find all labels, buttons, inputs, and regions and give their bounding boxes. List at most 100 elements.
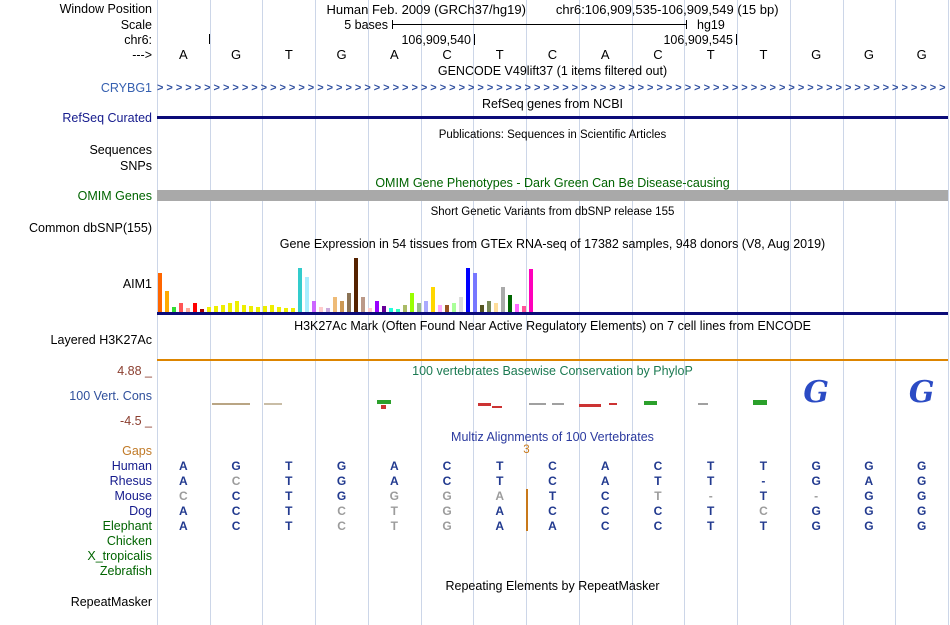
species-label-elephant[interactable]: Elephant	[102, 519, 152, 533]
scale-bar	[392, 24, 687, 25]
alignment-base: G	[916, 474, 927, 488]
species-label-human[interactable]: Human	[111, 459, 152, 473]
h3k27ac-signal-line[interactable]	[157, 359, 948, 361]
phylop-mark	[698, 403, 708, 405]
gtex-bar	[494, 303, 498, 313]
label-strand-arrow: --->	[132, 48, 152, 62]
gene-strand-arrows[interactable]: >>>>>>>>>>>>>>>>>>>>>>>>>>>>>>>>>>>>>>>>…	[157, 82, 948, 94]
base-letter: T	[495, 47, 504, 62]
gtex-bar	[221, 305, 225, 313]
phylop-title: 100 vertebrates Basewise Conservation by…	[412, 364, 693, 378]
alignment-base: G	[442, 519, 452, 533]
gtex-bar	[193, 303, 197, 313]
base-letter: A	[600, 47, 610, 62]
gtex-bar	[487, 301, 491, 313]
phylop-mark	[579, 404, 601, 407]
alignment-base: C	[653, 459, 663, 473]
gtex-title: Gene Expression in 54 tissues from GTEx …	[279, 237, 826, 251]
base-letter: G	[863, 47, 874, 62]
alignment-base: G	[336, 474, 347, 488]
species-label-mouse[interactable]: Mouse	[114, 489, 152, 503]
gtex-bar	[298, 268, 302, 313]
alignment-base: A	[495, 504, 505, 518]
alignment-base: C	[442, 459, 452, 473]
position-title: chr6:106,909,535-106,909,549 (15 bp)	[555, 2, 779, 17]
track-label-omim-genes[interactable]: OMIM Genes	[77, 189, 152, 203]
base-letter: T	[284, 47, 293, 62]
alignment-base: G	[336, 459, 347, 473]
gtex-bar	[501, 287, 505, 313]
gtex-bar	[270, 305, 274, 313]
alignment-base: T	[285, 504, 293, 518]
alignment-base: T	[759, 459, 768, 473]
refseq-gene-item[interactable]	[157, 116, 948, 119]
gtex-bar	[452, 303, 456, 313]
species-label-dog[interactable]: Dog	[129, 504, 152, 518]
gtex-bar	[235, 301, 239, 313]
track-label-layered-h3k27ac[interactable]: Layered H3K27Ac	[50, 333, 152, 347]
track-label-crybg1[interactable]: CRYBG1	[100, 81, 152, 95]
alignment-base: C	[759, 504, 768, 518]
gtex-bar	[242, 305, 246, 313]
track-label-repeatmasker[interactable]: RepeatMasker	[70, 595, 152, 609]
gtex-bar	[515, 304, 519, 313]
repeatmasker-title: Repeating Elements by RepeatMasker	[445, 579, 660, 593]
publications-title: Publications: Sequences in Scientific Ar…	[438, 129, 667, 141]
alignment-base: A	[179, 519, 188, 533]
omim-title: OMIM Gene Phenotypes - Dark Green Can Be…	[375, 176, 730, 190]
alignment-base: T	[759, 489, 768, 503]
gtex-bar	[228, 303, 232, 313]
gtex-bar	[403, 305, 407, 313]
alignment-base: C	[337, 519, 346, 533]
gtex-bar	[249, 306, 253, 313]
refseq-title: RefSeq genes from NCBI	[481, 97, 624, 111]
track-label-snps[interactable]: SNPs	[120, 159, 152, 173]
track-label-gaps[interactable]: Gaps	[122, 444, 152, 458]
alignment-base: A	[600, 459, 610, 473]
alignment-base: A	[179, 459, 188, 473]
species-label-zebrafish[interactable]: Zebrafish	[99, 564, 152, 578]
track-label-100-vert-cons[interactable]: 100 Vert. Cons	[69, 389, 152, 403]
label-scale: Scale	[120, 18, 152, 32]
alignment-base: -	[761, 474, 766, 488]
track-label-refseq-curated[interactable]: RefSeq Curated	[62, 111, 152, 125]
species-label-x_tropicalis[interactable]: X_tropicalis	[87, 549, 152, 563]
alignment-base: C	[653, 519, 663, 533]
omim-gene-item[interactable]	[157, 190, 948, 201]
alignment-base: C	[600, 504, 610, 518]
alignment-base: -	[708, 489, 713, 503]
gtex-bar	[333, 297, 337, 313]
phylop-mark	[609, 403, 617, 405]
gtex-bar	[291, 308, 295, 313]
alignment-base: G	[811, 474, 821, 488]
phylop-mark	[377, 400, 391, 404]
gtex-bar	[522, 306, 526, 313]
alignment-base: T	[390, 519, 398, 533]
base-letter: C	[547, 47, 558, 62]
species-label-chicken[interactable]: Chicken	[106, 534, 152, 548]
track-label-sequences[interactable]: Sequences	[89, 143, 152, 157]
alignment-base: T	[759, 519, 768, 533]
alignment-base: C	[231, 504, 241, 518]
track-label-common-dbsnp[interactable]: Common dbSNP(155)	[29, 221, 152, 235]
alignment-base: C	[337, 504, 346, 518]
gtex-bar	[417, 303, 421, 313]
track-label-aim1[interactable]: AIM1	[122, 277, 152, 291]
alignment-base: T	[285, 519, 293, 533]
alignment-base: G	[231, 459, 241, 473]
gtex-bar	[459, 297, 463, 313]
gencode-title: GENCODE V49lift37 (1 items filtered out)	[437, 64, 668, 78]
alignment-base: T	[390, 504, 398, 518]
multiz-gap-count: 3	[523, 444, 530, 456]
gtex-bar	[410, 293, 414, 313]
alignment-base: T	[285, 489, 293, 503]
genome-build-label: hg19	[697, 18, 725, 32]
gtex-bar	[214, 306, 218, 313]
conserved-base-glyph: G	[908, 375, 935, 410]
base-letter: T	[759, 47, 768, 62]
species-label-rhesus[interactable]: Rhesus	[109, 474, 152, 488]
gtex-bar	[438, 305, 442, 313]
gtex-bar	[375, 301, 379, 313]
phylop-mark	[552, 403, 564, 405]
gtex-bar	[473, 273, 477, 313]
